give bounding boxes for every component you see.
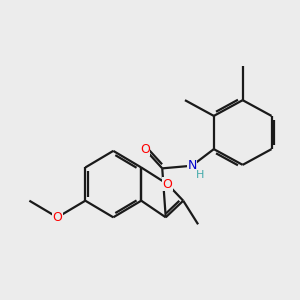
Text: N: N <box>187 159 196 172</box>
Text: O: O <box>163 178 172 190</box>
Text: O: O <box>140 142 150 156</box>
Text: O: O <box>52 211 62 224</box>
Text: H: H <box>196 170 204 180</box>
